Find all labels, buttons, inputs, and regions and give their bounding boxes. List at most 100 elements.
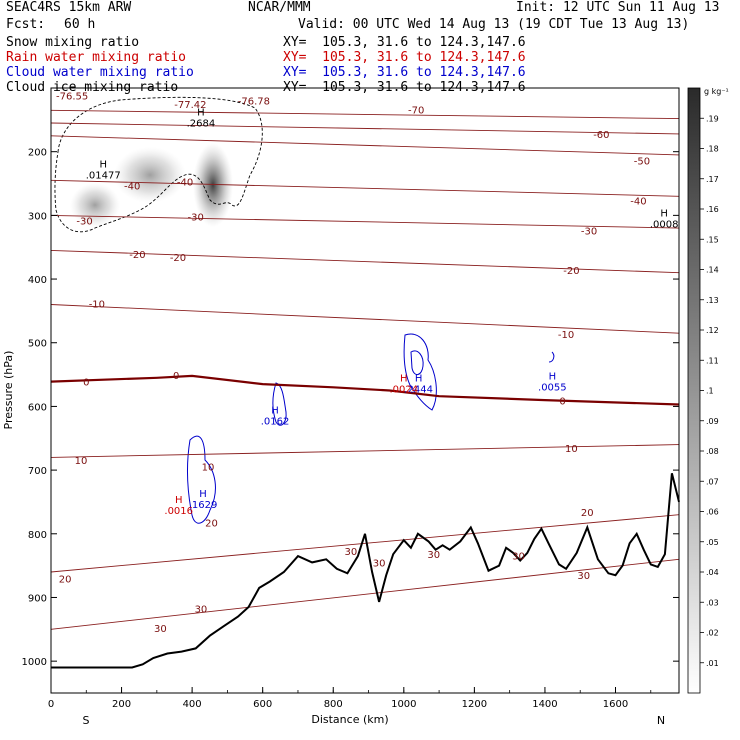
x-tick-label: 1600 bbox=[603, 699, 628, 710]
field-xy-snow: XY= 105.3, 31.6 to 124.3,147.6 bbox=[283, 35, 526, 50]
x-tick-label: 400 bbox=[183, 699, 202, 710]
isotherm-label: 0 bbox=[559, 397, 565, 408]
isotherm-label: -10 bbox=[558, 330, 574, 341]
isotherm--70 bbox=[50, 109, 680, 120]
maximum-marker: H bbox=[271, 405, 279, 416]
south-end-label: S bbox=[83, 714, 90, 727]
colorbar-tick-label: .14 bbox=[706, 266, 719, 275]
maximum-marker: H bbox=[199, 489, 207, 500]
isotherm-label: 20 bbox=[59, 574, 72, 585]
field-name-rain: Rain water mixing ratio bbox=[6, 50, 187, 65]
x-tick-label: 1200 bbox=[462, 699, 487, 710]
colorbar-tick-label: .17 bbox=[706, 175, 719, 184]
colorbar-tick-label: .13 bbox=[706, 296, 719, 305]
y-axis-title: Pressure (hPa) bbox=[2, 351, 15, 430]
maximum-value: .0055 bbox=[538, 383, 567, 394]
isotherm--50 bbox=[50, 135, 680, 156]
field-name-snow: Snow mixing ratio bbox=[6, 35, 140, 50]
maximum-marker: H bbox=[660, 209, 668, 220]
field-xy-cloud-water: XY= 105.3, 31.6 to 124.3,147.6 bbox=[283, 65, 526, 80]
x-tick-label: 800 bbox=[324, 699, 343, 710]
org-label: NCAR/MMM bbox=[248, 0, 311, 15]
isotherm-label: -20 bbox=[129, 250, 145, 261]
field-xy-rain: XY= 105.3, 31.6 to 124.3,147.6 bbox=[283, 50, 526, 65]
isotherm-label: -40 bbox=[177, 178, 193, 189]
colorbar-tick-label: .06 bbox=[706, 508, 719, 517]
x-tick-label: 0 bbox=[48, 699, 54, 710]
x-tick-label: 1400 bbox=[532, 699, 557, 710]
isotherm-label: 20 bbox=[205, 518, 218, 529]
isotherm--20 bbox=[50, 249, 680, 274]
isotherm-label: 30 bbox=[373, 558, 386, 569]
isotherm-label: -77.42 bbox=[174, 100, 206, 111]
isotherm-label: 30 bbox=[577, 571, 590, 582]
isotherm-label: -30 bbox=[187, 213, 203, 224]
colorbar-tick-label: .04 bbox=[706, 568, 719, 577]
isotherm--40 bbox=[50, 179, 680, 197]
y-tick-label: 200 bbox=[28, 148, 47, 159]
maximum-value: .0162 bbox=[261, 416, 290, 427]
y-tick-label: 700 bbox=[28, 466, 47, 477]
isotherm--10 bbox=[50, 304, 680, 334]
isotherm-label: 30 bbox=[154, 624, 167, 635]
isotherm-label: 30 bbox=[427, 550, 440, 561]
isotherm-label: 30 bbox=[345, 547, 358, 558]
maximum-value: .2444 bbox=[404, 384, 433, 395]
isotherm-label: -76.55 bbox=[56, 92, 88, 103]
isotherm-label: -40 bbox=[630, 197, 646, 208]
isotherm-10 bbox=[50, 444, 680, 458]
colorbar-tick-label: .09 bbox=[706, 417, 719, 426]
isotherm-label: -60 bbox=[593, 130, 609, 141]
cloud-water-contour-1 bbox=[403, 333, 437, 411]
isotherm-label: 0 bbox=[173, 371, 179, 382]
isotherm-label: -10 bbox=[89, 299, 105, 310]
model-title: SEAC4RS 15km ARW bbox=[6, 0, 132, 15]
colorbar-tick-label: .12 bbox=[706, 326, 719, 335]
isotherm-30 bbox=[50, 558, 680, 630]
isotherm-label: 0 bbox=[83, 378, 89, 389]
maximum-marker: H bbox=[99, 160, 107, 171]
cloud-ice-contour bbox=[54, 96, 263, 233]
y-tick-label: 500 bbox=[28, 339, 47, 350]
maximum-marker: H bbox=[415, 373, 423, 384]
colorbar-tick-label: .08 bbox=[706, 447, 719, 456]
maximum-value: .0008 bbox=[650, 220, 679, 231]
isotherm-label: -70 bbox=[408, 106, 424, 117]
cloud-water-contour-5 bbox=[548, 351, 555, 363]
x-tick-label: 1000 bbox=[391, 699, 416, 710]
maximum-marker: H bbox=[197, 107, 205, 118]
isotherm-label: -20 bbox=[170, 253, 186, 264]
colorbar-tick-label: .02 bbox=[706, 629, 719, 638]
colorbar bbox=[687, 87, 701, 694]
isotherm-label: -20 bbox=[563, 266, 579, 277]
forecast-label: Fcst: bbox=[6, 17, 46, 32]
isotherm-layer bbox=[50, 109, 680, 630]
maximum-marker: H bbox=[175, 495, 183, 506]
maximum-value: .0024 bbox=[389, 384, 418, 395]
shading-core bbox=[193, 143, 233, 227]
terrain-line bbox=[51, 473, 680, 669]
isotherm-label: -50 bbox=[634, 157, 650, 168]
shading-layer bbox=[70, 143, 233, 227]
maximum-value: .0016 bbox=[164, 506, 193, 517]
init-time: Init: 12 UTC Sun 11 Aug 13 bbox=[516, 0, 720, 15]
colorbar-tick-label: .1 bbox=[706, 387, 714, 396]
isotherm-label: 10 bbox=[202, 462, 215, 473]
isotherm-label: 10 bbox=[565, 444, 578, 455]
colorbar-tick-label: .05 bbox=[706, 538, 719, 547]
isotherm--60 bbox=[50, 122, 680, 135]
north-end-label: N bbox=[657, 714, 665, 727]
maximum-marker: H bbox=[400, 373, 408, 384]
colorbar-ticks: .01 .02 .03 .04 .05 .06 .07 .08 .09 .1 .11 .12 .13 .1… bbox=[700, 114, 719, 668]
isotherm-label: -30 bbox=[76, 216, 92, 227]
isotherm-20 bbox=[50, 514, 680, 573]
axis-layer: 0 200 400 600 800 1000 1200 1400 160020030040050… bbox=[22, 148, 679, 710]
forecast-hours: 60 h bbox=[64, 17, 96, 32]
x-tick-label: 600 bbox=[253, 699, 272, 710]
colorbar-tick-label: .16 bbox=[706, 205, 719, 214]
isotherm-label: 30 bbox=[195, 604, 208, 615]
colorbar-tick-label: .03 bbox=[706, 598, 719, 607]
colorbar-tick-label: .11 bbox=[706, 356, 719, 365]
field-name-cloud-water: Cloud water mixing ratio bbox=[6, 65, 194, 80]
